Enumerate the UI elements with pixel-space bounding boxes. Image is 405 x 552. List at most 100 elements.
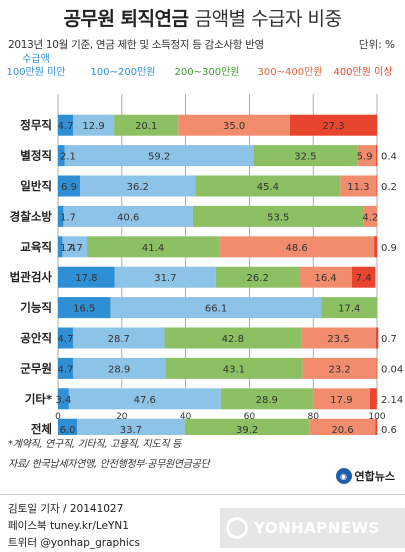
bar-segment xyxy=(114,266,216,288)
value-label: 35.0 xyxy=(223,121,245,132)
footer-divider xyxy=(0,494,405,495)
legend-label: 400만원 이상 xyxy=(333,66,392,78)
bar-segment xyxy=(62,236,88,258)
bar-segment xyxy=(376,357,378,379)
bar-segment xyxy=(363,205,377,227)
value-label: 17.4 xyxy=(338,304,360,315)
category-label: 법관검사 xyxy=(10,270,53,284)
value-label: 28.9 xyxy=(256,395,278,406)
bar-segment xyxy=(376,175,377,197)
bar-segment xyxy=(299,266,352,288)
legend-label-line: 수급액 xyxy=(22,53,50,65)
bar-segment xyxy=(312,388,370,410)
bar-segment xyxy=(289,114,377,136)
bar-segment xyxy=(351,266,376,288)
value-label: 48.6 xyxy=(285,243,307,254)
value-label: 59.2 xyxy=(148,152,170,163)
value-label: 2.1 xyxy=(60,152,76,163)
bar-segment xyxy=(58,236,63,258)
value-label: 40.6 xyxy=(117,212,139,223)
bar-segment xyxy=(77,418,185,435)
bar-segment xyxy=(195,175,341,197)
x-tick-label: 40 xyxy=(180,412,192,422)
bar-segment xyxy=(178,114,290,136)
value-label: 0.4 xyxy=(381,152,397,163)
value-label: 11.3 xyxy=(347,182,369,193)
facebook-link[interactable]: 페이스북 tuney.kr/LeYN1 xyxy=(8,520,129,532)
chart-subtitle: 2013년 10월 기준, 연금 제한 및 소득정지 등 감소사항 반영 xyxy=(8,39,264,51)
title-light: 금액별 수급자 비중 xyxy=(194,8,342,30)
bar-segment xyxy=(302,357,377,379)
bar-segment xyxy=(58,114,73,136)
bar-segment xyxy=(114,114,179,136)
bar-segment xyxy=(110,297,322,319)
category-label: 경찰소방 xyxy=(10,209,53,223)
bar-segment xyxy=(58,418,78,435)
bar-segment xyxy=(58,266,115,288)
bar-segment xyxy=(369,388,377,410)
value-label: 16.5 xyxy=(73,304,95,315)
bar-segment xyxy=(87,236,220,258)
value-label: 66.1 xyxy=(205,304,227,315)
value-label: 45.4 xyxy=(257,182,279,193)
watermark-text: YONHAPNEWS xyxy=(254,519,380,537)
value-label: 4.2 xyxy=(362,212,378,223)
bar-segment xyxy=(72,327,165,349)
bar-segment xyxy=(309,418,376,435)
bar-segment xyxy=(340,175,377,197)
legend-label: 300~400만원 xyxy=(258,66,323,78)
value-label: 31.7 xyxy=(154,273,176,284)
x-tick-label: 0 xyxy=(55,412,61,422)
value-label: 0.6 xyxy=(381,425,397,435)
value-label: 47.6 xyxy=(134,395,156,406)
watermark-logo-icon xyxy=(226,517,248,539)
value-label: 20.1 xyxy=(135,121,157,132)
bar-segment xyxy=(58,388,69,410)
category-label: 일반직 xyxy=(20,179,52,193)
x-tick-label: 100 xyxy=(368,412,385,422)
value-label: 2.14 xyxy=(381,395,403,406)
value-label: 3.4 xyxy=(55,395,71,406)
value-label: 28.9 xyxy=(108,364,130,375)
value-label: 23.5 xyxy=(327,334,349,345)
chart-title: 공무원 퇴직연금 금액별 수급자 비중 xyxy=(0,4,405,31)
category-label: 별정직 xyxy=(20,149,52,163)
bar-segment xyxy=(72,114,115,136)
bar-segment xyxy=(58,357,73,379)
x-tick-label: 80 xyxy=(307,412,319,422)
category-label: 교육직 xyxy=(20,240,52,254)
value-label: 1.7 xyxy=(60,212,76,223)
value-label: 1.4 xyxy=(60,243,76,254)
value-label: 32.5 xyxy=(294,152,316,163)
bar-segment xyxy=(64,145,254,167)
category-label: 기능직 xyxy=(20,301,52,315)
value-label: 23.2 xyxy=(329,364,351,375)
bar-segment xyxy=(219,236,375,258)
bar-segment xyxy=(58,175,81,197)
value-label: 4.7 xyxy=(58,364,74,375)
value-label: 0.7 xyxy=(381,334,397,345)
bar-segment xyxy=(58,145,65,167)
legend-label: 200~300만원 xyxy=(175,66,240,78)
value-label: 0.2 xyxy=(381,182,397,193)
value-label: 12.9 xyxy=(82,121,104,132)
bar-segment xyxy=(220,388,313,410)
bar-segment xyxy=(301,327,377,349)
value-label: 42.8 xyxy=(222,334,244,345)
value-label: 7.7 xyxy=(67,243,83,254)
bar-segment xyxy=(357,145,377,167)
value-label: 17.9 xyxy=(330,395,352,406)
twitter-link[interactable]: 트위터 @yonhap_graphics xyxy=(8,537,141,549)
reporter-credit: 김토일 기자 / 20141027 xyxy=(8,503,124,515)
bar-segment xyxy=(68,388,221,410)
category-label: 정무직 xyxy=(20,118,52,132)
value-label: 7.4 xyxy=(356,273,372,284)
value-label: 26.2 xyxy=(247,273,269,284)
value-label: 4.7 xyxy=(58,334,74,345)
bar-segment xyxy=(321,297,377,319)
bar-segment xyxy=(376,145,378,167)
legend-label: 100만원 미만 xyxy=(6,66,65,78)
bar-segment xyxy=(253,145,358,167)
value-label: 43.1 xyxy=(223,364,245,375)
bar-segment xyxy=(72,357,166,379)
